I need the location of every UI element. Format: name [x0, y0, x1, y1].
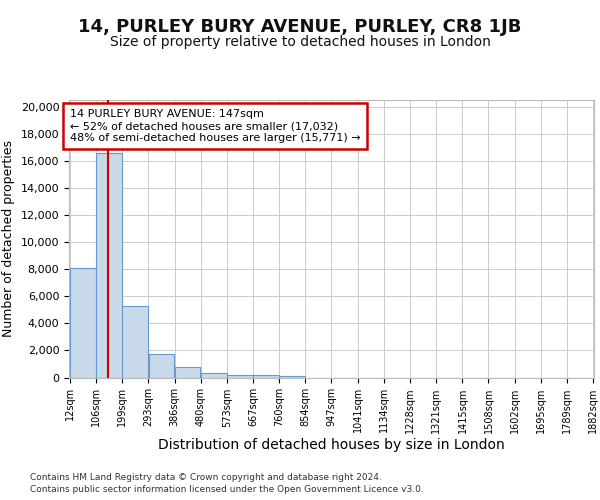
Bar [149, 354, 175, 378]
Bar [201, 374, 227, 378]
Text: Contains public sector information licensed under the Open Government Licence v3: Contains public sector information licen… [30, 485, 424, 494]
Text: 14, PURLEY BURY AVENUE, PURLEY, CR8 1JB: 14, PURLEY BURY AVENUE, PURLEY, CR8 1JB [79, 18, 521, 36]
Bar [253, 376, 279, 378]
Bar [122, 306, 148, 378]
Text: Contains HM Land Registry data © Crown copyright and database right 2024.: Contains HM Land Registry data © Crown c… [30, 472, 382, 482]
Bar [70, 268, 96, 378]
Text: 14 PURLEY BURY AVENUE: 147sqm
← 52% of detached houses are smaller (17,032)
48% : 14 PURLEY BURY AVENUE: 147sqm ← 52% of d… [70, 110, 361, 142]
Text: Size of property relative to detached houses in London: Size of property relative to detached ho… [110, 35, 490, 49]
Bar [279, 376, 305, 378]
Bar [96, 153, 122, 378]
Bar [227, 375, 253, 378]
Bar [175, 368, 200, 378]
Y-axis label: Number of detached properties: Number of detached properties [2, 140, 15, 337]
X-axis label: Distribution of detached houses by size in London: Distribution of detached houses by size … [158, 438, 505, 452]
